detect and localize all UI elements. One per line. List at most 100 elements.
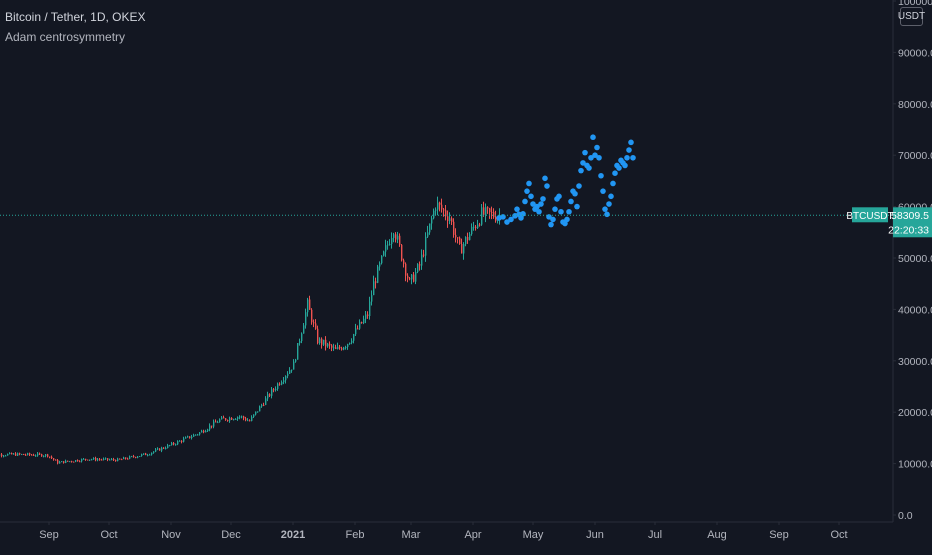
candle-body (445, 210, 446, 216)
candle-body (415, 272, 416, 282)
candle-body (483, 207, 484, 214)
candle-body (365, 315, 366, 319)
candle-body (303, 325, 304, 333)
projection-point (522, 199, 528, 205)
candle-body (65, 461, 66, 463)
candle-body (245, 418, 246, 420)
candle-body (83, 459, 84, 460)
candle-body (209, 426, 210, 430)
time-tick-label: Jul (648, 529, 662, 541)
candle-body (225, 418, 226, 420)
candle-body (289, 370, 290, 374)
projection-point (602, 206, 608, 212)
price-tick-label: 0.0 (898, 510, 913, 522)
candle-body (189, 436, 190, 438)
candle-body (247, 420, 248, 421)
symbol-legend[interactable]: Bitcoin / Tether, 1D, OKEX (5, 10, 146, 24)
candle-body (177, 441, 178, 444)
candle-body (51, 457, 52, 458)
candle-body (405, 264, 406, 276)
candle-body (377, 267, 378, 283)
candle-body (337, 347, 338, 349)
candle-body (217, 422, 218, 423)
candle-body (133, 456, 134, 457)
candle-body (71, 461, 72, 462)
currency-button[interactable]: USDT (900, 7, 923, 26)
candle-body (407, 276, 408, 279)
projection-point (536, 209, 542, 215)
candle-body (375, 281, 376, 283)
projection-point (612, 170, 618, 176)
candle-body (273, 389, 274, 390)
candle-body (447, 216, 448, 221)
candle-body (243, 416, 244, 418)
candle-body (249, 420, 250, 421)
candle-body (235, 419, 236, 420)
candle-body (67, 461, 68, 462)
candle-body (323, 340, 324, 345)
candle-body (195, 435, 196, 436)
candle-body (213, 422, 214, 427)
candle-body (313, 322, 314, 323)
candle-body (423, 255, 424, 256)
candle-body (473, 227, 474, 228)
time-tick-label: Nov (161, 529, 181, 541)
projection-point (528, 194, 534, 200)
candle-body (49, 457, 50, 458)
candle-body (287, 374, 288, 376)
candle-body (127, 459, 128, 460)
candle-body (165, 448, 166, 449)
candle-body (135, 457, 136, 458)
candle-body (223, 417, 224, 418)
projection-point (596, 155, 602, 161)
projection-point (576, 183, 582, 189)
projection-point (548, 222, 554, 228)
candle-body (419, 264, 420, 265)
candle-body (347, 344, 348, 347)
candle-body (93, 458, 94, 459)
candle-body (275, 389, 276, 390)
last-price-countdown: 22:20:33 (888, 224, 929, 236)
price-tick-label: 80000.0 (898, 99, 932, 111)
candle-body (305, 312, 306, 325)
candle-body (105, 458, 106, 459)
candle-body (383, 252, 384, 256)
candle-body (317, 329, 318, 343)
candle-body (443, 209, 444, 210)
projection-point (540, 196, 546, 202)
candle-body (335, 347, 336, 349)
candle-body (451, 218, 452, 221)
candle-body (229, 418, 230, 421)
candle-body (315, 323, 316, 328)
candle-body (253, 414, 254, 416)
projection-point (572, 191, 578, 197)
candle-body (27, 453, 28, 455)
candle-body (237, 417, 238, 419)
indicator-legend[interactable]: Adam centrosymmetry (5, 30, 125, 44)
candle-body (467, 237, 468, 240)
candle-body (101, 460, 102, 461)
candle-body (283, 380, 284, 382)
candle-body (309, 300, 310, 310)
candle-body (465, 237, 466, 244)
candle-body (411, 275, 412, 280)
projection-point (556, 194, 562, 200)
candle-body (81, 459, 82, 461)
symbol-tag-label: BTCUSDT (846, 211, 893, 222)
last-price-tag: BTCUSDT 58309.5 22:20:33 (846, 207, 932, 237)
candle-body (285, 376, 286, 380)
candle-body (239, 417, 240, 418)
price-axis[interactable]: 0.010000.020000.030000.040000.050000.060… (893, 0, 932, 522)
candle-body (227, 420, 228, 421)
projection-point (582, 150, 588, 156)
time-tick-label: Aug (707, 529, 727, 541)
candle-body (257, 411, 258, 412)
candle-body (485, 207, 486, 215)
candle-body (115, 460, 116, 461)
candle-body (129, 456, 130, 458)
price-tick-label: 90000.0 (898, 47, 932, 59)
candle-body (265, 398, 266, 405)
candle-body (53, 458, 54, 459)
